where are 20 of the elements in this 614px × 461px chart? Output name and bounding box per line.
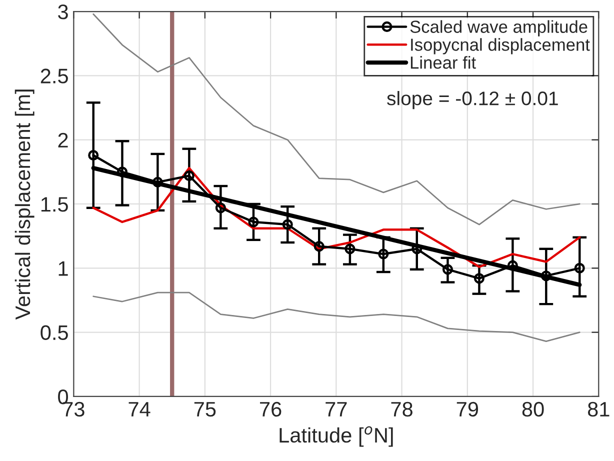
legend-label: Isopycnal displacement [411,38,590,54]
legend-label: Scaled wave amplitude [410,20,588,36]
x-tick-label: 76 [260,402,282,417]
y-tick-label: 0.5 [40,325,68,340]
x-tick-label: 80 [522,402,544,417]
y-tick-label: 2.5 [40,68,68,84]
annotation: slope = -0.12 ± 0.01 [387,90,558,110]
x-tick-label: 75 [194,402,216,417]
x-tick-label: 74 [128,402,150,416]
y-axis-title: Vertical displacement [m] [14,90,34,320]
legend-label: Linear fit [410,56,476,69]
x-tick-label: 78 [391,402,412,417]
y-tick-label: 1 [58,261,68,276]
x-axis-title: Latitude [$^{o}$N] [280,426,393,447]
x-tick-label: 79 [456,402,478,417]
y-tick-label: 1.5 [41,197,68,212]
y-tick-label: 3 [58,4,68,20]
x-tick-label: 81 [588,402,610,417]
y-tick-label: 2 [58,132,68,148]
x-tick-label: 77 [326,402,347,416]
